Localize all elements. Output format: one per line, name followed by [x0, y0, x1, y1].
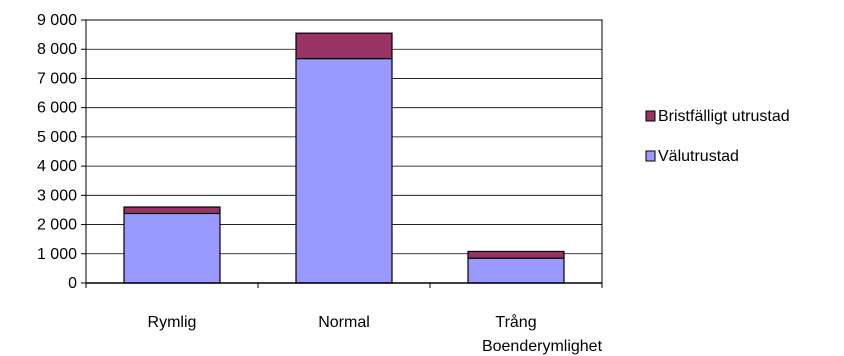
y-tick-label: 1 000 [37, 246, 77, 263]
x-axis-title: Boenderymlighet [482, 338, 603, 355]
y-tick-label: 3 000 [37, 187, 77, 204]
category-label: Trång [495, 313, 536, 331]
y-tick-label: 8 000 [37, 41, 77, 58]
legend-label: Välutrustad [658, 148, 739, 165]
legend-swatch [645, 150, 656, 162]
bar-segment [295, 32, 393, 60]
bar-segment [123, 206, 221, 215]
category-label: Rymlig [148, 314, 197, 331]
legend-swatch [645, 110, 656, 122]
y-tick-label: 0 [68, 275, 77, 292]
bar-segment [467, 257, 565, 284]
y-tick-label: 9 000 [37, 12, 77, 29]
y-tick-label: 4 000 [37, 158, 77, 175]
bar-segment [467, 250, 565, 259]
category-label: Normal [318, 314, 370, 331]
bar-segment [123, 212, 221, 284]
y-tick-labels: 0 1 000 2 000 3 000 4 000 5 000 6 000 7 000 8 00… [37, 12, 77, 292]
y-tick-label: 6 000 [37, 100, 77, 117]
y-tick-label: 5 000 [37, 129, 77, 146]
legend: Bristfälligt utrustad Välutrustad [645, 108, 790, 165]
axes [81, 19, 603, 288]
legend-label: Bristfälligt utrustad [658, 108, 790, 125]
y-tick-label: 7 000 [37, 70, 77, 87]
bars [123, 32, 565, 284]
category-labels: Rymlig Normal Trång [148, 313, 537, 331]
bar-segment [295, 57, 393, 284]
y-tick-label: 2 000 [37, 217, 77, 234]
